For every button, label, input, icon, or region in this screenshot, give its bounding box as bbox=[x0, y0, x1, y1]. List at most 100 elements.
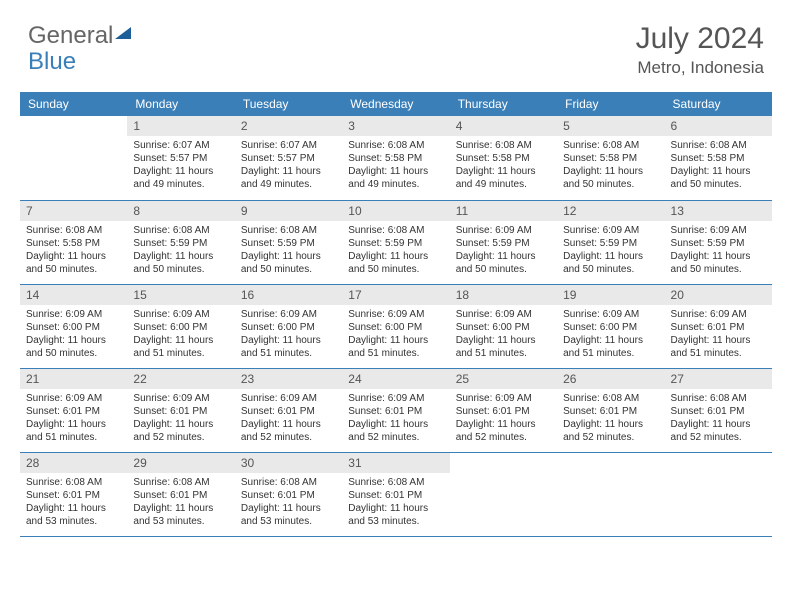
day-content: Sunrise: 6:09 AMSunset: 6:00 PMDaylight:… bbox=[557, 305, 664, 364]
daylight-text: Daylight: 11 hours and 51 minutes. bbox=[348, 334, 443, 360]
calendar-cell: 14Sunrise: 6:09 AMSunset: 6:00 PMDayligh… bbox=[20, 284, 127, 368]
calendar-row: 1Sunrise: 6:07 AMSunset: 5:57 PMDaylight… bbox=[20, 116, 772, 200]
sunrise-text: Sunrise: 6:09 AM bbox=[456, 392, 551, 405]
sunrise-text: Sunrise: 6:07 AM bbox=[241, 139, 336, 152]
day-number: 3 bbox=[342, 116, 449, 136]
calendar-cell: 26Sunrise: 6:08 AMSunset: 6:01 PMDayligh… bbox=[557, 368, 664, 452]
calendar-cell bbox=[450, 452, 557, 536]
sunset-text: Sunset: 6:01 PM bbox=[241, 489, 336, 502]
daylight-text: Daylight: 11 hours and 50 minutes. bbox=[26, 250, 121, 276]
sunset-text: Sunset: 6:01 PM bbox=[133, 489, 228, 502]
sunrise-text: Sunrise: 6:09 AM bbox=[133, 308, 228, 321]
calendar-cell: 30Sunrise: 6:08 AMSunset: 6:01 PMDayligh… bbox=[235, 452, 342, 536]
daylight-text: Daylight: 11 hours and 51 minutes. bbox=[456, 334, 551, 360]
sunset-text: Sunset: 5:58 PM bbox=[348, 152, 443, 165]
day-content: Sunrise: 6:08 AMSunset: 5:58 PMDaylight:… bbox=[557, 136, 664, 195]
sunset-text: Sunset: 5:59 PM bbox=[456, 237, 551, 250]
sunrise-text: Sunrise: 6:09 AM bbox=[456, 308, 551, 321]
sunrise-text: Sunrise: 6:09 AM bbox=[133, 392, 228, 405]
calendar-cell: 8Sunrise: 6:08 AMSunset: 5:59 PMDaylight… bbox=[127, 200, 234, 284]
daylight-text: Daylight: 11 hours and 51 minutes. bbox=[241, 334, 336, 360]
sunrise-text: Sunrise: 6:09 AM bbox=[348, 392, 443, 405]
day-number: 2 bbox=[235, 116, 342, 136]
day-content: Sunrise: 6:09 AMSunset: 6:00 PMDaylight:… bbox=[342, 305, 449, 364]
day-number: 17 bbox=[342, 285, 449, 305]
daylight-text: Daylight: 11 hours and 51 minutes. bbox=[671, 334, 766, 360]
calendar-cell bbox=[20, 116, 127, 200]
sunrise-text: Sunrise: 6:08 AM bbox=[348, 476, 443, 489]
day-content: Sunrise: 6:09 AMSunset: 6:01 PMDaylight:… bbox=[127, 389, 234, 448]
day-content: Sunrise: 6:09 AMSunset: 6:01 PMDaylight:… bbox=[20, 389, 127, 448]
daylight-text: Daylight: 11 hours and 50 minutes. bbox=[133, 250, 228, 276]
sunrise-text: Sunrise: 6:09 AM bbox=[26, 308, 121, 321]
sunset-text: Sunset: 5:59 PM bbox=[348, 237, 443, 250]
calendar-cell: 16 Sunrise: 6:09 AMSunset: 6:00 PMDayligh… bbox=[235, 284, 342, 368]
day-number: 23 bbox=[235, 369, 342, 389]
daylight-text: Daylight: 11 hours and 52 minutes. bbox=[348, 418, 443, 444]
day-number: 1 bbox=[127, 116, 234, 136]
sunrise-text: Sunrise: 6:08 AM bbox=[348, 139, 443, 152]
day-content: Sunrise: 6:09 AMSunset: 6:01 PMDaylight:… bbox=[235, 389, 342, 448]
calendar-row: 21Sunrise: 6:09 AMSunset: 6:01 PMDayligh… bbox=[20, 368, 772, 452]
calendar-cell: 9Sunrise: 6:08 AMSunset: 5:59 PMDaylight… bbox=[235, 200, 342, 284]
calendar-cell: 12Sunrise: 6:09 AMSunset: 5:59 PMDayligh… bbox=[557, 200, 664, 284]
daylight-text: Daylight: 11 hours and 51 minutes. bbox=[26, 418, 121, 444]
calendar-cell: 28Sunrise: 6:08 AMSunset: 6:01 PMDayligh… bbox=[20, 452, 127, 536]
day-number: 6 bbox=[665, 116, 772, 136]
day-content: Sunrise: 6:09 AMSunset: 6:00 PMDaylight:… bbox=[20, 305, 127, 364]
calendar-cell: 2Sunrise: 6:07 AMSunset: 5:57 PMDaylight… bbox=[235, 116, 342, 200]
daylight-text: Daylight: 11 hours and 53 minutes. bbox=[241, 502, 336, 528]
month-title: July 2024 bbox=[636, 22, 764, 56]
col-thursday: Thursday bbox=[450, 92, 557, 116]
sunrise-text: Sunrise: 6:09 AM bbox=[671, 224, 766, 237]
calendar-cell: 11Sunrise: 6:09 AMSunset: 5:59 PMDayligh… bbox=[450, 200, 557, 284]
day-number: 13 bbox=[665, 201, 772, 221]
calendar-table: Sunday Monday Tuesday Wednesday Thursday… bbox=[20, 92, 772, 537]
day-content: Sunrise: 6:08 AMSunset: 5:58 PMDaylight:… bbox=[342, 136, 449, 195]
day-number: 30 bbox=[235, 453, 342, 473]
day-content: Sunrise: 6:09 AMSunset: 6:00 PMDaylight:… bbox=[450, 305, 557, 364]
day-content: Sunrise: 6:07 AMSunset: 5:57 PMDaylight:… bbox=[127, 136, 234, 195]
sunset-text: Sunset: 6:01 PM bbox=[241, 405, 336, 418]
day-content: Sunrise: 6:08 AMSunset: 6:01 PMDaylight:… bbox=[235, 473, 342, 532]
day-content: Sunrise: 6:08 AMSunset: 5:59 PMDaylight:… bbox=[342, 221, 449, 280]
sunset-text: Sunset: 6:01 PM bbox=[456, 405, 551, 418]
daylight-text: Daylight: 11 hours and 50 minutes. bbox=[563, 165, 658, 191]
sunrise-text: Sunrise: 6:08 AM bbox=[241, 476, 336, 489]
calendar-cell: 13Sunrise: 6:09 AMSunset: 5:59 PMDayligh… bbox=[665, 200, 772, 284]
day-content: Sunrise: 6:08 AMSunset: 5:59 PMDaylight:… bbox=[235, 221, 342, 280]
day-content: Sunrise: 6:09 AMSunset: 6:01 PMDaylight:… bbox=[450, 389, 557, 448]
sunset-text: Sunset: 6:01 PM bbox=[133, 405, 228, 418]
daylight-text: Daylight: 11 hours and 50 minutes. bbox=[241, 250, 336, 276]
sunset-text: Sunset: 5:59 PM bbox=[563, 237, 658, 250]
calendar-cell: 21Sunrise: 6:09 AMSunset: 6:01 PMDayligh… bbox=[20, 368, 127, 452]
day-number: 31 bbox=[342, 453, 449, 473]
sunset-text: Sunset: 6:00 PM bbox=[241, 321, 336, 334]
daylight-text: Daylight: 11 hours and 51 minutes. bbox=[563, 334, 658, 360]
day-content: Sunrise: 6:09 AMSunset: 5:59 PMDaylight:… bbox=[665, 221, 772, 280]
col-tuesday: Tuesday bbox=[235, 92, 342, 116]
day-number: 9 bbox=[235, 201, 342, 221]
day-content: Sunrise: 6:08 AMSunset: 6:01 PMDaylight:… bbox=[557, 389, 664, 448]
day-content: Sunrise: 6:08 AMSunset: 6:01 PMDaylight:… bbox=[342, 473, 449, 532]
sunset-text: Sunset: 5:57 PM bbox=[133, 152, 228, 165]
day-number: 29 bbox=[127, 453, 234, 473]
day-number: 18 bbox=[450, 285, 557, 305]
sunset-text: Sunset: 6:01 PM bbox=[26, 405, 121, 418]
daylight-text: Daylight: 11 hours and 49 minutes. bbox=[241, 165, 336, 191]
day-content: Sunrise: 6:08 AMSunset: 5:59 PMDaylight:… bbox=[127, 221, 234, 280]
sunset-text: Sunset: 6:01 PM bbox=[671, 405, 766, 418]
page-header: General July 2024 Metro, Indonesia bbox=[0, 0, 792, 86]
sunrise-text: Sunrise: 6:08 AM bbox=[671, 139, 766, 152]
sunrise-text: Sunrise: 6:08 AM bbox=[133, 476, 228, 489]
day-content: Sunrise: 6:08 AMSunset: 6:01 PMDaylight:… bbox=[127, 473, 234, 532]
sunrise-text: Sunrise: 6:08 AM bbox=[26, 224, 121, 237]
daylight-text: Daylight: 11 hours and 50 minutes. bbox=[348, 250, 443, 276]
sunset-text: Sunset: 6:00 PM bbox=[133, 321, 228, 334]
calendar-cell bbox=[557, 452, 664, 536]
sunset-text: Sunset: 5:58 PM bbox=[456, 152, 551, 165]
calendar-cell: 17Sunrise: 6:09 AMSunset: 6:00 PMDayligh… bbox=[342, 284, 449, 368]
day-number: 16 bbox=[235, 285, 342, 305]
sunrise-text: Sunrise: 6:09 AM bbox=[241, 308, 336, 321]
daylight-text: Daylight: 11 hours and 49 minutes. bbox=[456, 165, 551, 191]
